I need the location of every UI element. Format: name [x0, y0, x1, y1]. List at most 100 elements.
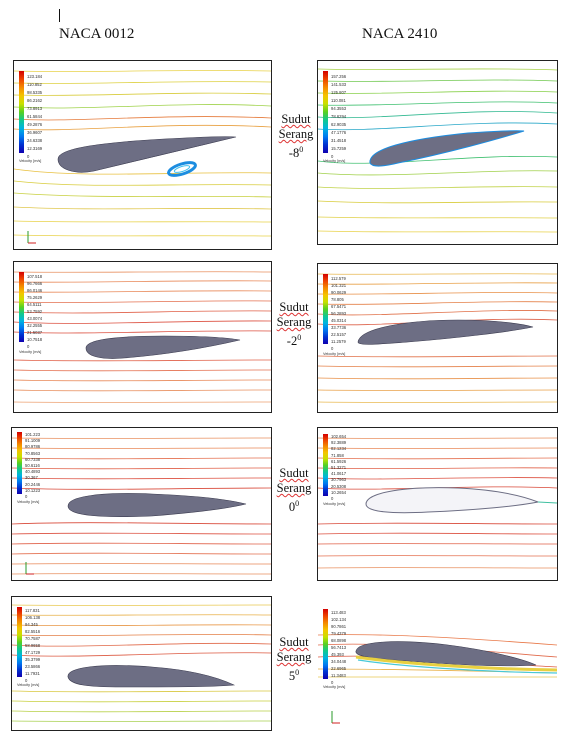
degree-mark: 0 [295, 499, 300, 508]
legend-value: 11.7931 [25, 671, 40, 676]
legend-unit: Velocity [m/s] [17, 500, 40, 504]
legend-value: 92.3889 [331, 440, 347, 446]
legend-value: 56.7413 [331, 645, 347, 650]
legend-value: 86.2162 [27, 98, 43, 103]
header-naca-0012: NACA 0012 [59, 26, 135, 42]
flow-field [318, 437, 557, 569]
legend-value: 91.1009 [25, 438, 41, 444]
legend-value: 67.5471 [331, 304, 347, 309]
legend-value: 90.0629 [331, 290, 347, 295]
legend-value: 31.4518 [331, 138, 347, 143]
legend-value: 117.831 [25, 608, 40, 613]
legend-value: 58.9658 [25, 643, 41, 648]
flow-field [318, 634, 557, 724]
legend-value: 79.4379 [331, 631, 347, 636]
legend-value: 49.2876 [27, 122, 43, 127]
legend-value: 0 [331, 346, 334, 351]
flow-field [14, 70, 271, 244]
degree-mark: 0 [297, 333, 302, 342]
degree-mark: 0 [295, 668, 300, 677]
caption-angle-5: Sudut Serang 50 [272, 635, 316, 684]
flow-field [12, 437, 271, 575]
legend-value: 21.5037 [27, 330, 43, 335]
legend-color-bar [323, 434, 328, 496]
legend-unit: Velocity [m/s] [17, 683, 40, 687]
legend-value: 40.4893 [25, 469, 41, 475]
legend-value: 23.5866 [25, 664, 41, 669]
legend-value: 11.3483 [331, 673, 346, 678]
legend-value: 98.5335 [27, 90, 43, 95]
legend-value: 53.7592 [27, 309, 43, 314]
legend-value: 82.1234 [331, 446, 347, 452]
legend-value: 12.3169 [27, 146, 43, 151]
legend-unit: Velocity [m/s] [19, 159, 42, 163]
legend-color-bar [323, 274, 328, 344]
legend-value: 64.5111 [27, 302, 42, 307]
legend-value: 20.5308 [331, 483, 347, 489]
flow-field [318, 273, 557, 403]
caption-sudut: Sudut [279, 635, 309, 649]
legend-value: 80.9786 [25, 444, 41, 450]
legend-value: 22.6965 [331, 666, 347, 671]
legend-value: 68.0898 [331, 638, 347, 643]
legend-value: 110.852 [27, 82, 42, 87]
caption-serang: Serang [276, 650, 312, 664]
legend-value: 0 [25, 493, 28, 499]
flow-field [12, 604, 271, 722]
legend-value: 113.483 [331, 610, 346, 615]
angle-value: -2 [286, 334, 298, 349]
caption-angle: -20 [272, 330, 316, 349]
legend-value: 47.1729 [25, 650, 41, 655]
legend-value: 61.5926 [331, 458, 347, 464]
panel-naca2410-5: 113.483 102.134 90.7861 79.4379 68.0898 … [317, 596, 558, 731]
legend-value: 78.805 [331, 297, 344, 302]
legend-color-bar [17, 432, 22, 494]
legend-value: 10.1223 [25, 487, 41, 493]
degree-mark: 0 [299, 145, 304, 154]
legend-value: 101.223 [25, 432, 41, 437]
legend-value: 71.858 [331, 452, 344, 458]
legend-value: 0 [331, 154, 334, 159]
legend-value: 75.2629 [27, 295, 43, 300]
legend-value: 123.184 [27, 74, 43, 79]
legend-value: 47.1776 [331, 130, 347, 135]
caption-angle: 50 [272, 665, 316, 684]
caption-serang: Serang [276, 315, 312, 329]
legend-value: 73.8913 [27, 106, 43, 111]
text-cursor [59, 9, 60, 22]
legend-value: 70.8563 [25, 450, 41, 456]
legend-value: 45.0314 [331, 318, 347, 323]
legend-value: 102.134 [331, 617, 347, 622]
caption-serang: Serang [276, 481, 312, 495]
panel-naca0012-0: 101.223 91.1009 80.9786 70.8563 60.7338 … [11, 427, 272, 581]
legend-value: 86.0146 [27, 288, 43, 293]
legend-value: 0 [27, 344, 30, 349]
legend-value: 0 [331, 495, 334, 501]
legend-value: 11.2579 [331, 339, 346, 344]
angle-value: -8 [288, 146, 300, 161]
legend-value: 43.0074 [27, 316, 43, 321]
legend-value: 96.7666 [27, 281, 43, 286]
legend-value: 45.393 [331, 652, 344, 657]
legend-value: 36.9607 [27, 130, 43, 135]
legend-value: 0 [27, 154, 30, 159]
header-naca-2410: NACA 2410 [362, 26, 438, 42]
legend-value: 60.7338 [25, 456, 41, 462]
legend-value: 107.518 [27, 274, 43, 279]
legend-value: 61.5844 [27, 114, 43, 119]
caption-sudut: Sudut [279, 466, 309, 480]
panel-naca2410-minus8: 157.256 141.533 125.807 110.081 94.3553 … [317, 60, 558, 245]
legend-value: 141.533 [331, 82, 347, 87]
flow-field [318, 68, 557, 233]
panel-naca0012-minus8: 123.184 110.852 98.5335 86.2162 73.8913 … [13, 60, 272, 250]
legend-color-bar [17, 607, 22, 677]
legend-value: 82.5516 [25, 629, 41, 634]
panel-naca2410-minus2: 112.579 101.321 90.0629 78.805 67.5471 5… [317, 263, 558, 413]
legend-value: 70.7587 [25, 636, 41, 641]
panel-naca2410-0: 102.654 92.3889 82.1234 71.858 61.5926 5… [317, 427, 558, 581]
legend-value: 10.2654 [331, 489, 347, 495]
legend-value: 102.654 [331, 434, 347, 439]
legend-value: 0 [25, 678, 28, 683]
legend-value: 35.3799 [25, 657, 41, 662]
legend-color-bar [323, 71, 328, 153]
